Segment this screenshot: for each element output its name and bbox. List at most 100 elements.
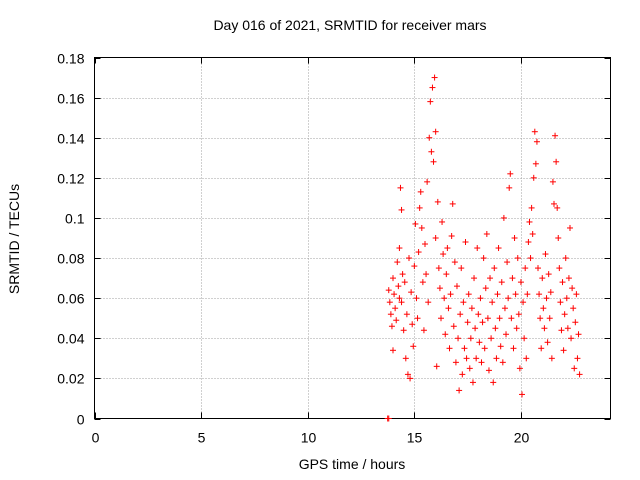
data-point [469, 379, 476, 386]
data-point [482, 285, 489, 292]
data-point [423, 271, 430, 278]
data-point [396, 245, 403, 252]
data-point [388, 323, 395, 330]
data-point [437, 315, 444, 322]
data-point [443, 271, 450, 278]
data-point [510, 345, 517, 352]
data-point [484, 315, 491, 322]
data-point [444, 245, 451, 252]
data-point [425, 299, 432, 306]
data-point [386, 299, 393, 306]
data-point [487, 275, 494, 282]
data-point [416, 204, 423, 211]
data-point [477, 295, 484, 302]
plot-frame [94, 57, 611, 419]
data-point [562, 255, 569, 262]
y-axis-label: SRMTID / TECUs [6, 183, 22, 295]
data-point [398, 206, 405, 213]
data-point [505, 295, 512, 302]
data-point [456, 387, 463, 394]
data-point [572, 319, 579, 326]
data-point [539, 275, 546, 282]
y-tick-label: 0.14 [57, 131, 84, 147]
data-point [390, 275, 397, 282]
data-point [546, 315, 553, 322]
data-point [450, 323, 457, 330]
x-tick-label: 20 [514, 430, 530, 446]
x-tick-label: 15 [407, 430, 423, 446]
data-point [402, 355, 409, 362]
data-point [507, 170, 514, 177]
data-point [511, 235, 518, 241]
data-point [419, 279, 426, 286]
data-point [525, 239, 532, 246]
data-point [391, 291, 398, 298]
data-point [464, 319, 471, 326]
data-point [547, 289, 554, 296]
data-point [432, 128, 439, 135]
data-point [412, 220, 419, 227]
data-point [414, 315, 421, 322]
data-point [429, 84, 436, 91]
data-point [535, 265, 542, 272]
data-point [432, 235, 439, 241]
data-point [428, 148, 435, 155]
data-point [498, 279, 505, 286]
data-point [408, 289, 415, 296]
data-point [554, 204, 561, 211]
data-point [543, 295, 550, 302]
data-point [455, 335, 462, 342]
data-point [503, 331, 510, 338]
data-point [514, 255, 521, 262]
data-point [418, 224, 425, 231]
y-tick-label: 0.04 [57, 331, 84, 347]
data-point [533, 138, 540, 145]
data-point [427, 98, 434, 105]
data-point [504, 259, 511, 266]
data-point [559, 279, 566, 286]
data-point [496, 315, 503, 322]
data-point [512, 291, 519, 298]
data-point [474, 245, 481, 252]
data-point [520, 299, 527, 306]
data-point [442, 331, 449, 338]
data-points [384, 74, 583, 422]
data-point [434, 198, 441, 205]
data-point [556, 265, 563, 272]
x-axis-label: GPS time / hours [298, 456, 406, 472]
data-point [495, 245, 502, 252]
chart-title: Day 016 of 2021, SRMTID for receiver mar… [213, 17, 487, 33]
data-point [467, 335, 474, 342]
data-point [471, 275, 478, 282]
data-point [494, 291, 501, 298]
data-point [506, 184, 513, 191]
data-point [417, 188, 424, 195]
data-point [550, 200, 557, 207]
data-point [541, 325, 548, 332]
data-point [527, 255, 534, 262]
data-point [435, 265, 442, 272]
data-point [461, 345, 468, 352]
data-point [447, 291, 454, 298]
data-point [509, 275, 516, 282]
data-point [401, 279, 408, 286]
data-point [560, 347, 567, 354]
data-point [404, 371, 411, 378]
data-point [433, 363, 440, 370]
data-point [508, 315, 515, 322]
axis-ticks: 0 0.02 0.04 0.06 0.08 0.1 0.12 0.14 0.16 0.18 0 5 10… [57, 51, 611, 446]
data-point [473, 355, 480, 362]
y-tick-label: 0.06 [57, 291, 84, 307]
data-point [549, 178, 556, 185]
data-point [485, 367, 492, 374]
data-point [568, 335, 575, 342]
data-point [528, 204, 535, 211]
data-point [575, 331, 582, 338]
data-point [465, 291, 472, 298]
y-tick-label: 0.02 [57, 371, 84, 387]
data-point [516, 365, 523, 372]
data-point [553, 158, 560, 165]
data-point [515, 311, 522, 318]
